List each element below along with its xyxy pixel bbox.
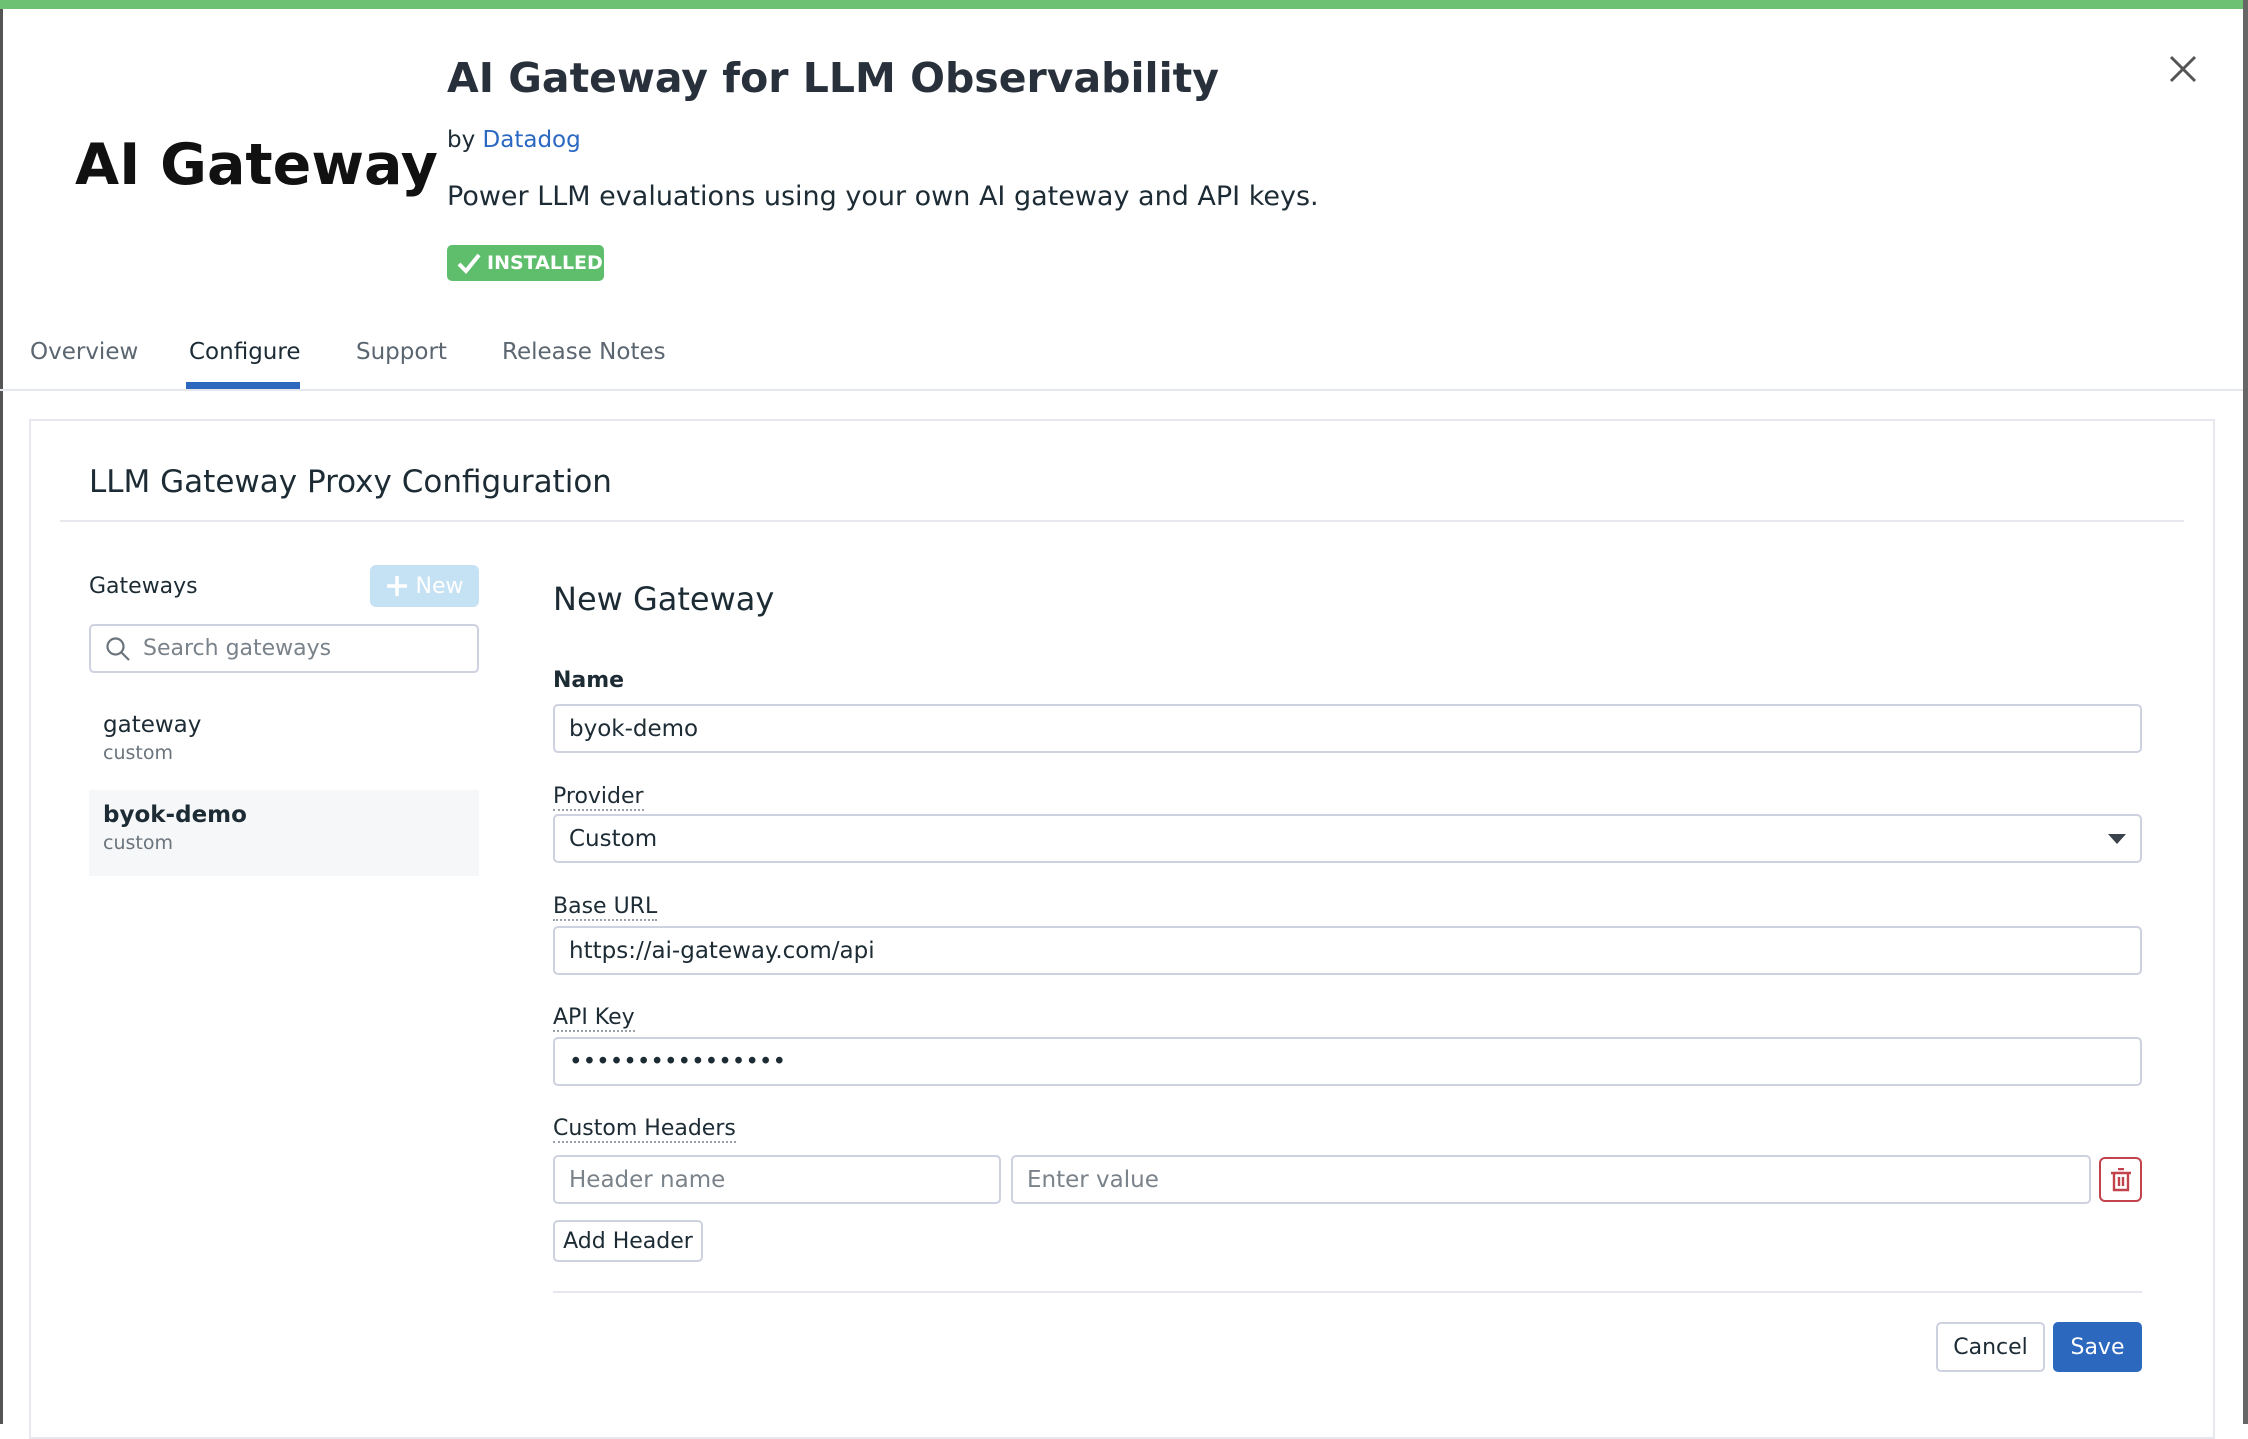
close-button[interactable] <box>2166 52 2200 86</box>
gateway-type: custom <box>103 742 173 764</box>
gateway-name: gateway <box>103 712 202 738</box>
tab-configure[interactable]: Configure <box>189 339 301 365</box>
integration-logo: AI Gateway <box>75 132 438 198</box>
close-icon <box>2169 55 2197 83</box>
api-key-label: API Key <box>553 1005 635 1032</box>
tab-release-notes[interactable]: Release Notes <box>502 339 666 365</box>
add-header-button[interactable]: Add Header <box>553 1220 703 1262</box>
form-title: New Gateway <box>553 580 775 618</box>
header-value-input[interactable] <box>1011 1155 2091 1204</box>
new-gateway-button[interactable]: New <box>370 565 479 607</box>
config-title: LLM Gateway Proxy Configuration <box>89 464 612 500</box>
by-prefix: by <box>447 127 476 153</box>
save-button[interactable]: Save <box>2053 1322 2142 1372</box>
custom-headers-label: Custom Headers <box>553 1116 736 1143</box>
status-badge: INSTALLED <box>447 245 604 281</box>
author-line: by Datadog <box>447 127 581 153</box>
divider <box>60 520 2184 522</box>
page-title: AI Gateway for LLM Observability <box>447 54 1219 102</box>
description: Power LLM evaluations using your own AI … <box>447 181 1319 212</box>
name-input[interactable] <box>553 704 2142 753</box>
cancel-button[interactable]: Cancel <box>1936 1322 2045 1372</box>
trash-icon <box>2110 1167 2131 1191</box>
author-link[interactable]: Datadog <box>482 127 581 153</box>
gateway-type: custom <box>103 832 173 854</box>
gateway-list-item-selected[interactable]: byok-demo custom <box>89 790 479 876</box>
caret-down-icon <box>2108 833 2126 844</box>
provider-value: Custom <box>569 825 658 852</box>
status-badge-label: INSTALLED <box>487 252 603 274</box>
search-gateways <box>89 624 479 673</box>
tab-support[interactable]: Support <box>356 339 447 365</box>
provider-label: Provider <box>553 784 644 811</box>
tab-overview[interactable]: Overview <box>30 339 139 365</box>
check-icon <box>457 253 481 274</box>
gateway-list-item[interactable]: gateway custom <box>89 700 479 786</box>
base-url-label: Base URL <box>553 894 658 921</box>
gateway-name: byok-demo <box>103 802 247 828</box>
api-key-input[interactable] <box>553 1037 2142 1086</box>
search-icon <box>106 636 130 661</box>
search-input[interactable] <box>143 636 463 661</box>
delete-header-button[interactable] <box>2099 1157 2142 1202</box>
top-accent-bar <box>0 0 2248 9</box>
header-name-input[interactable] <box>553 1155 1001 1204</box>
gateways-label: Gateways <box>89 574 198 599</box>
plus-icon <box>386 576 407 596</box>
name-label: Name <box>553 668 625 693</box>
tabs-divider <box>0 389 2243 391</box>
active-tab-indicator <box>186 382 300 389</box>
provider-select[interactable]: Custom <box>553 814 2142 863</box>
scrollbar[interactable] <box>2243 0 2248 1424</box>
new-button-label: New <box>415 573 464 599</box>
window-edge <box>0 9 3 1424</box>
base-url-input[interactable] <box>553 926 2142 975</box>
form-divider <box>553 1291 2142 1293</box>
